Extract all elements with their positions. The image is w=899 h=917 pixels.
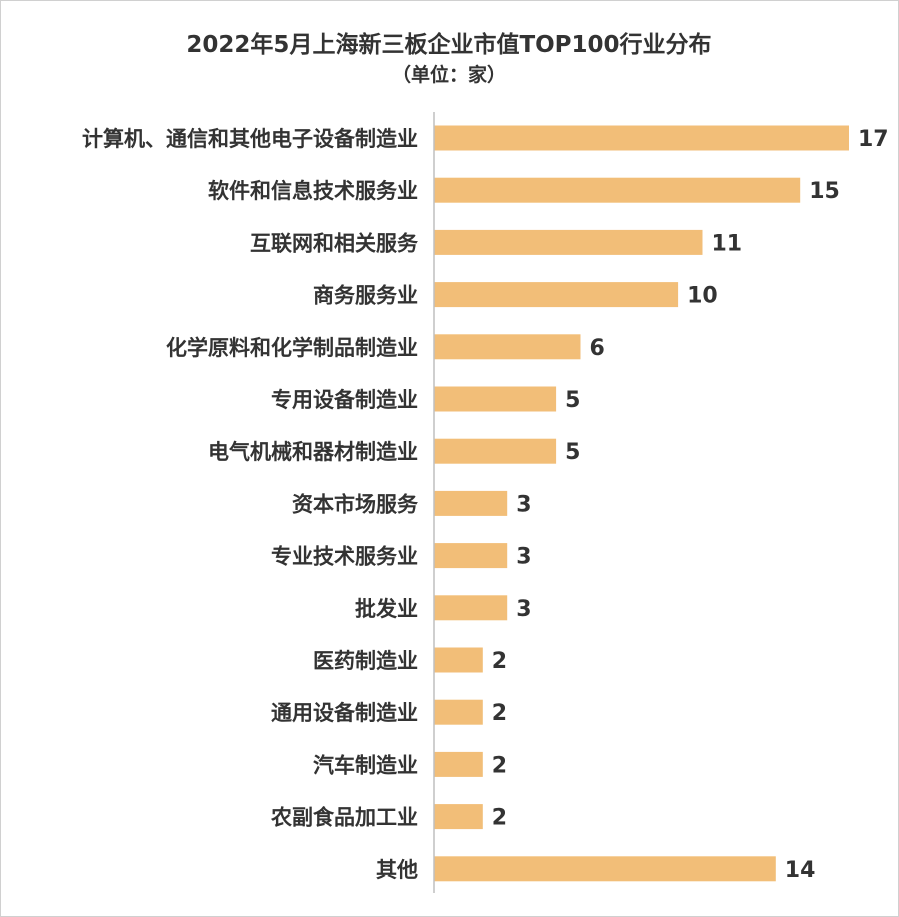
category-label-15: 其他: [376, 858, 418, 882]
bar-7: [434, 438, 557, 464]
data-label-10: 3: [516, 597, 531, 622]
bar-1: [434, 125, 849, 151]
data-label-4: 10: [687, 284, 718, 309]
bars-group: 计算机、通信和其他电子设备制造业 17 软件和信息技术服务业 15 互联网和相关服务 11…: [82, 125, 889, 883]
data-label-2: 15: [809, 179, 840, 204]
data-label-9: 3: [516, 545, 531, 570]
data-label-5: 6: [590, 336, 605, 361]
category-label-10: 批发业: [355, 597, 418, 621]
category-label-1: 计算机、通信和其他电子设备制造业: [82, 127, 418, 151]
bar-10: [434, 595, 508, 621]
category-label-8: 资本市场服务: [292, 492, 419, 516]
bar-11: [434, 647, 483, 673]
data-label-7: 5: [565, 440, 580, 465]
category-label-2: 软件和信息技术服务业: [208, 179, 418, 203]
data-label-8: 3: [516, 492, 531, 517]
category-label-14: 农副食品加工业: [270, 806, 418, 830]
bar-6: [434, 386, 557, 412]
data-label-6: 5: [565, 388, 580, 413]
category-label-7: 电气机械和器材制造业: [208, 440, 418, 464]
bar-4: [434, 282, 679, 308]
bar-8: [434, 490, 508, 516]
data-label-14: 2: [492, 806, 507, 831]
bar-9: [434, 543, 508, 569]
chart-title: 2022年5月上海新三板企业市值TOP100行业分布: [186, 31, 711, 58]
chart-subtitle: （单位：家）: [392, 63, 506, 86]
category-label-13: 汽车制造业: [313, 753, 418, 777]
category-label-9: 专业技术服务业: [271, 545, 418, 569]
category-label-3: 互联网和相关服务: [250, 231, 419, 255]
category-label-6: 专用设备制造业: [271, 388, 418, 412]
bar-14: [434, 804, 483, 830]
data-label-12: 2: [492, 701, 507, 726]
category-label-11: 医药制造业: [313, 649, 418, 673]
category-label-12: 通用设备制造业: [271, 701, 418, 725]
bar-12: [434, 699, 483, 725]
bar-13: [434, 751, 483, 777]
bar-15: [434, 856, 776, 882]
data-label-3: 11: [712, 231, 743, 256]
data-label-13: 2: [492, 753, 507, 778]
bar-3: [434, 229, 703, 255]
data-label-1: 17: [858, 127, 889, 152]
data-label-15: 14: [785, 858, 816, 883]
data-label-11: 2: [492, 649, 507, 674]
bar-2: [434, 177, 801, 203]
category-label-5: 化学原料和化学制品制造业: [166, 336, 418, 360]
category-label-4: 商务服务业: [313, 284, 418, 308]
bar-5: [434, 334, 581, 360]
